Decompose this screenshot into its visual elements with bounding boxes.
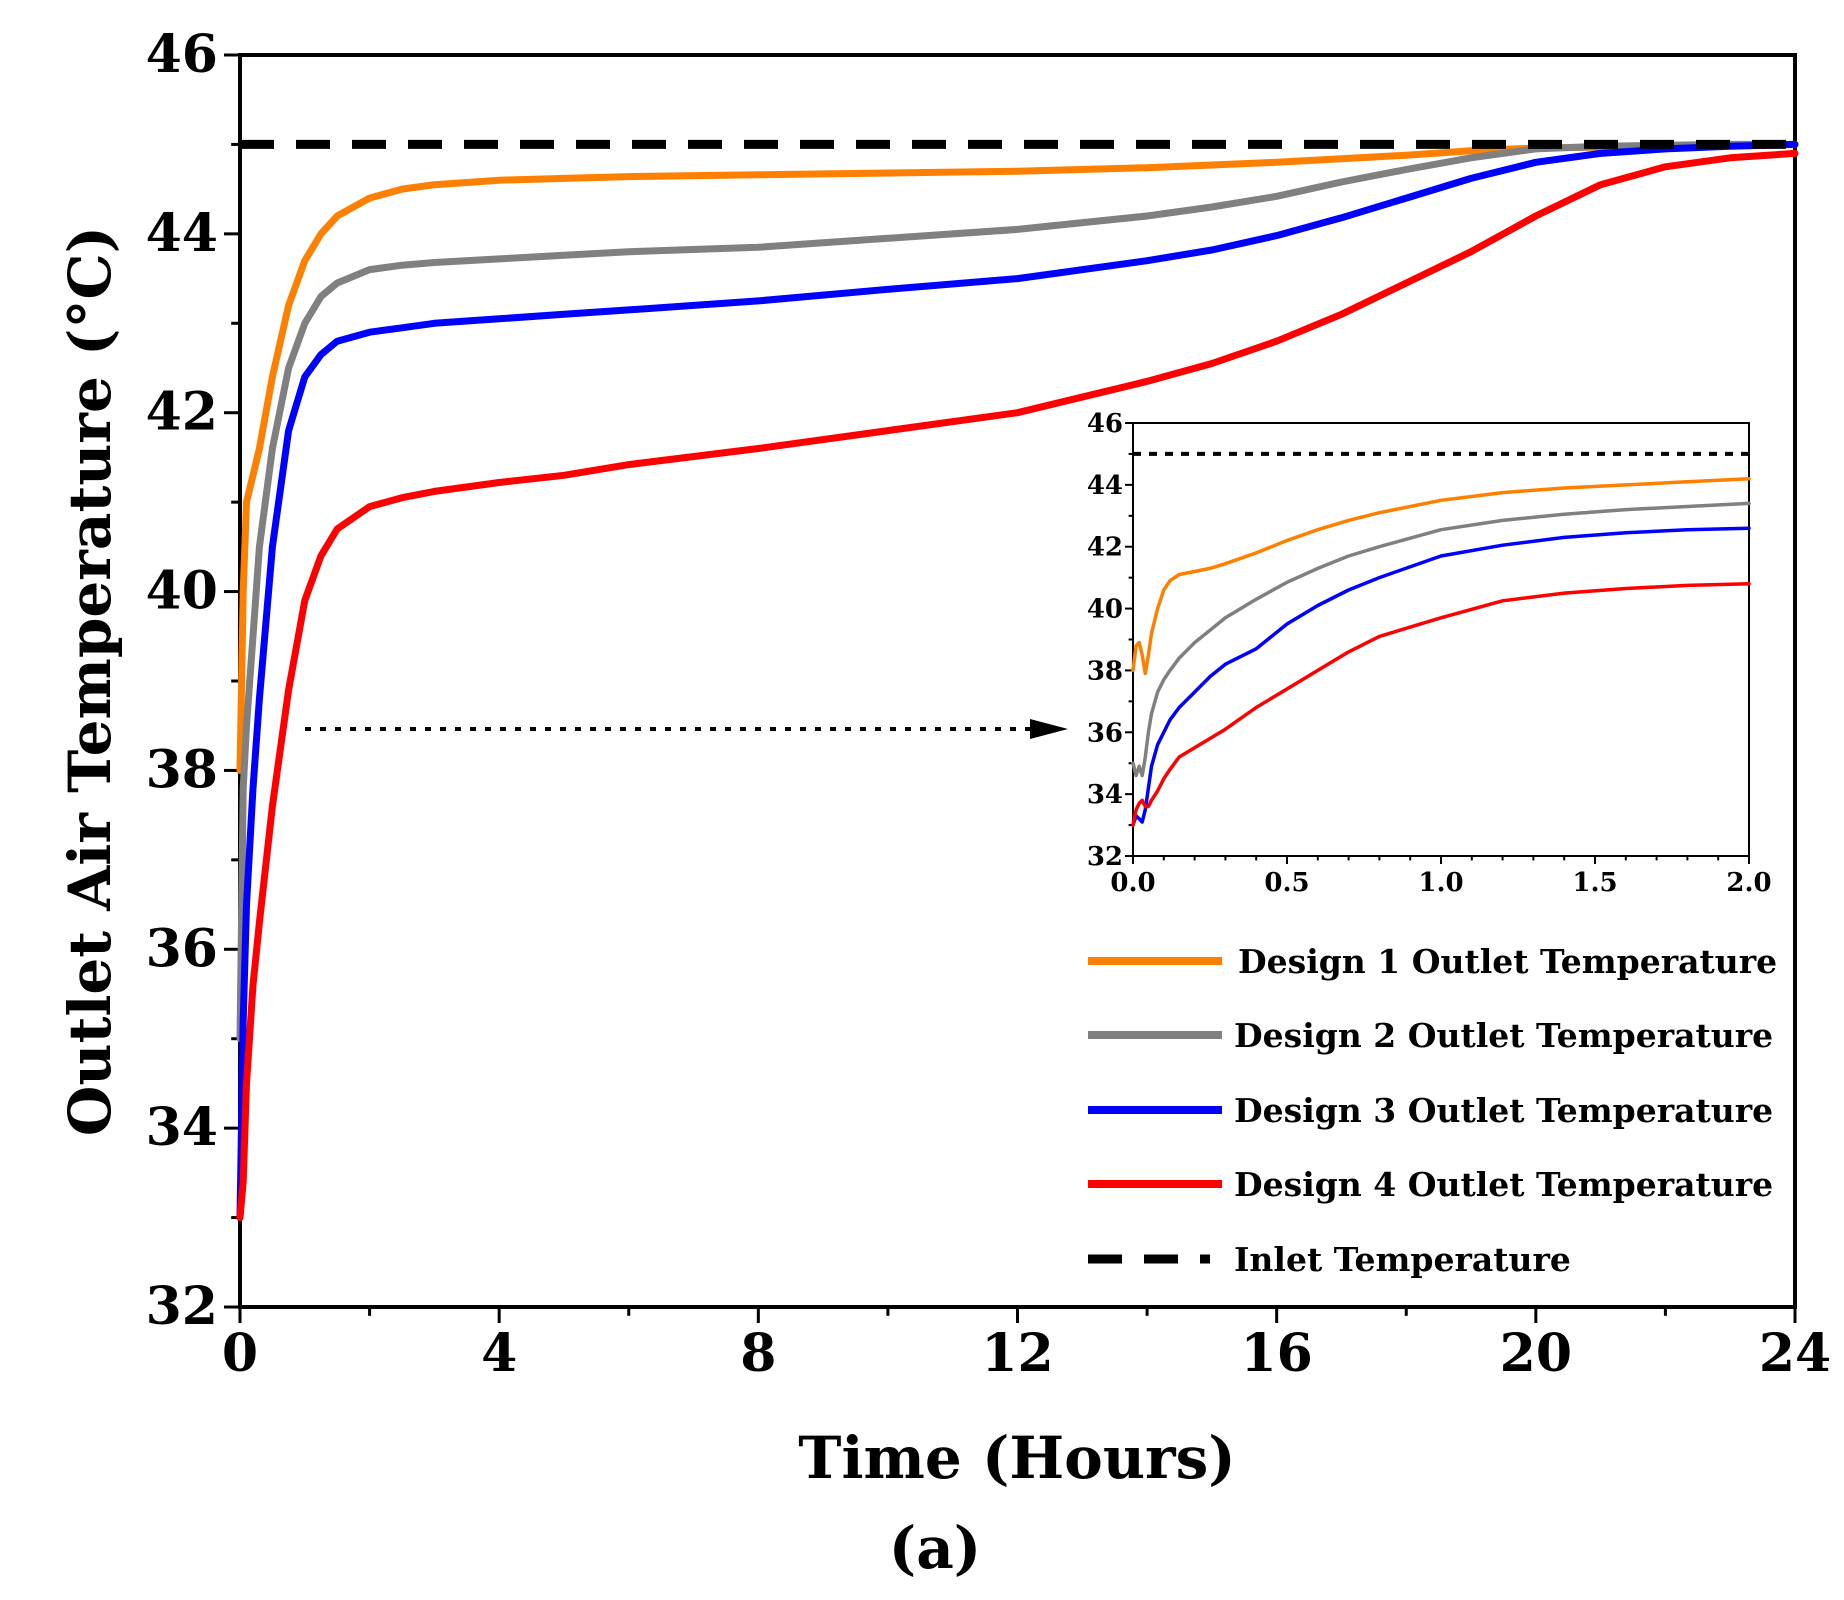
x-tick-label: 0.0: [1110, 868, 1155, 898]
main-x-axis: 0 4 8 12 16 20 24: [222, 1307, 1831, 1384]
y-tick-label: 40: [1087, 595, 1123, 625]
x-tick-label: 24: [1759, 1323, 1831, 1384]
legend-label-inlet: Inlet Temperature: [1234, 1240, 1571, 1279]
series-line-design-2-outlet-temperature: [236, 140, 1799, 1043]
y-tick-label: 32: [1087, 842, 1123, 872]
main-y-axis: 32 34 36 38 40 42 44 46: [146, 24, 240, 1337]
y-tick-label: 46: [1087, 409, 1123, 439]
y-tick-label: 44: [1087, 471, 1123, 501]
x-tick-label: 2.0: [1726, 868, 1771, 898]
x-tick-label: 12: [981, 1323, 1053, 1384]
y-tick-label: 42: [1087, 533, 1123, 563]
y-tick-label: 34: [146, 1097, 218, 1158]
legend-label-design-2: Design 2 Outlet Temperature: [1234, 1016, 1773, 1055]
main-series: [236, 139, 1799, 1222]
legend-item-design-4: Design 4 Outlet Temperature: [1088, 1165, 1773, 1204]
series-line-design-1-outlet-temperature: [236, 140, 1799, 774]
x-tick-label: 0.5: [1264, 868, 1309, 898]
series-line-design-3-outlet-temperature: [236, 140, 1799, 1222]
inset-plot-frame: [1132, 422, 1750, 857]
legend-item-design-3: Design 3 Outlet Temperature: [1088, 1091, 1773, 1130]
y-tick-label: 36: [146, 918, 218, 979]
inset-plot: 0.0 0.5 1.0 1.5 2.0 32 34 36 38 40 42 44 46: [1087, 409, 1772, 898]
x-tick-label: 8: [740, 1323, 776, 1384]
legend-label-design-4: Design 4 Outlet Temperature: [1234, 1165, 1773, 1204]
y-axis-title: Outlet Air Temperature (°C): [56, 226, 124, 1136]
y-tick-label: 40: [146, 561, 218, 622]
y-tick-label: 36: [1087, 718, 1123, 748]
x-axis-title: Time (Hours): [798, 1424, 1235, 1492]
legend-item-design-1: Design 1 Outlet Temperature: [1088, 942, 1777, 981]
x-tick-label: 1.5: [1572, 868, 1617, 898]
y-tick-label: 38: [1087, 656, 1123, 686]
inset-y-axis: 32 34 36 38 40 42 44 46: [1087, 409, 1133, 872]
y-tick-label: 38: [146, 739, 218, 800]
legend-label-design-1: Design 1 Outlet Temperature: [1238, 942, 1777, 981]
x-tick-label: 16: [1240, 1323, 1312, 1384]
inset-x-axis: 0.0 0.5 1.0 1.5 2.0: [1110, 856, 1772, 898]
legend: Design 1 Outlet Temperature Design 2 Out…: [1088, 942, 1777, 1279]
series-line-design-3: [1131, 526, 1751, 827]
zoom-arrow: [305, 719, 1068, 739]
legend-item-inlet: Inlet Temperature: [1088, 1240, 1571, 1279]
x-tick-label: 0: [222, 1323, 258, 1384]
series-line-design-4-outlet-temperature: [236, 149, 1799, 1222]
legend-item-design-2: Design 2 Outlet Temperature: [1088, 1016, 1773, 1055]
main-plot: 0 4 8 12 16 20 24 32 34 36 38 40 42 44 46 Time (Hours…: [56, 24, 1831, 1582]
inset-series: [1131, 451, 1751, 827]
y-tick-label: 32: [146, 1276, 218, 1337]
legend-label-design-3: Design 3 Outlet Temperature: [1234, 1091, 1773, 1130]
series-line-design-1: [1131, 476, 1751, 676]
y-tick-label: 44: [146, 203, 218, 264]
x-tick-label: 4: [481, 1323, 517, 1384]
x-tick-label: 1.0: [1418, 868, 1463, 898]
series-line-design-2: [1131, 501, 1751, 778]
y-tick-label: 42: [146, 382, 218, 443]
x-tick-label: 20: [1500, 1323, 1572, 1384]
series-line-design-4: [1131, 582, 1751, 827]
figure-caption: (a): [889, 1514, 981, 1582]
y-tick-label: 46: [146, 24, 218, 85]
y-tick-label: 34: [1087, 780, 1123, 810]
